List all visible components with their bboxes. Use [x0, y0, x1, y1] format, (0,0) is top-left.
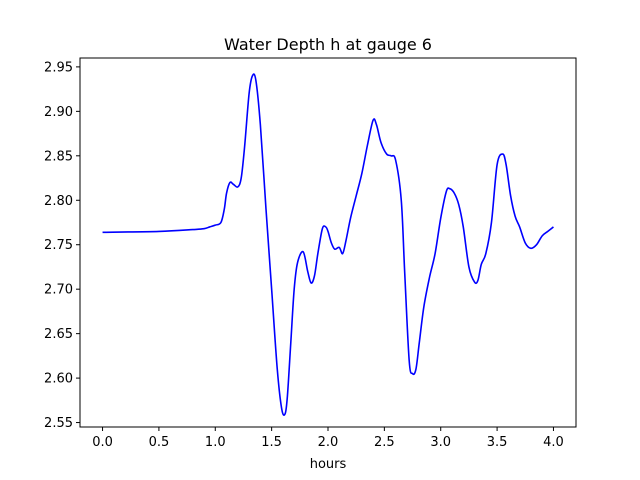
y-tick-label: 2.75 [44, 238, 73, 253]
x-tick-label: 3.5 [487, 435, 508, 450]
x-axis-ticks: 0.0 0.5 1.0 1.5 2.0 2.5 3.0 3.5 4.0 [92, 427, 564, 450]
y-tick-label: 2.70 [44, 283, 73, 298]
x-tick-label: 1.5 [261, 435, 282, 450]
x-axis-title: hours [310, 457, 347, 472]
plot-frame [79, 57, 577, 428]
plot-lines [102, 73, 554, 416]
y-axis-ticks: 2.55 2.60 2.65 2.70 2.75 2.80 2.85 2.90 2.95 [44, 60, 80, 431]
y-tick-label: 2.65 [44, 327, 73, 342]
y-tick-label: 2.60 [44, 372, 73, 387]
x-tick-label: 3.0 [430, 435, 451, 450]
x-tick-label: 0.5 [149, 435, 170, 450]
chart-title: Water Depth h at gauge 6 [224, 35, 432, 54]
series-line [102, 73, 554, 416]
x-tick-label: 2.0 [318, 435, 339, 450]
y-tick-label: 2.80 [44, 194, 73, 209]
x-tick-label: 0.0 [92, 435, 113, 450]
y-tick-label: 2.85 [44, 149, 73, 164]
x-tick-label: 2.5 [374, 435, 395, 450]
y-tick-label: 2.95 [44, 60, 73, 75]
x-tick-label: 4.0 [543, 435, 564, 450]
y-tick-label: 2.55 [44, 416, 73, 431]
x-tick-label: 1.0 [205, 435, 226, 450]
y-tick-label: 2.90 [44, 105, 73, 120]
